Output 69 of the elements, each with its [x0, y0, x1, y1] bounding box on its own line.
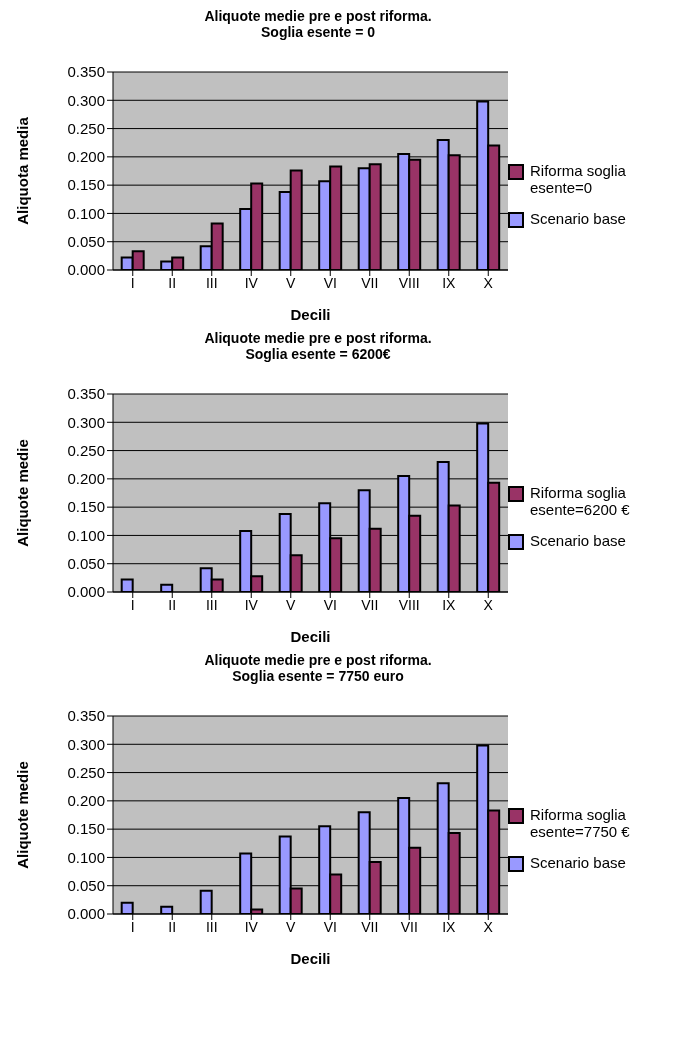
x-axis-title: Decili — [290, 950, 331, 967]
y-tick-label: 0.100 — [67, 204, 105, 222]
legend-label: Scenario base — [530, 532, 626, 549]
x-tick-label: III — [205, 274, 218, 291]
y-tick-label: 0.150 — [67, 820, 105, 838]
x-tick-label: IV — [244, 596, 259, 613]
y-tick-label: 0.000 — [67, 583, 105, 601]
y-tick-label: 0.200 — [67, 792, 105, 810]
y-tick-label: 0.250 — [67, 119, 105, 137]
y-tick-label: 0.300 — [67, 413, 105, 431]
legend-label: Scenario base — [530, 210, 626, 227]
x-tick-label: IV — [244, 918, 259, 935]
legend-label: Riforma soglia esente=7750 € — [530, 806, 631, 840]
x-tick-label: III — [205, 918, 218, 935]
x-tick-label: IX — [442, 596, 457, 613]
y-tick-label: 0.350 — [67, 707, 105, 725]
y-tick-label: 0.100 — [67, 526, 105, 544]
x-tick-label: X — [483, 918, 494, 935]
x-tick-label: VI — [323, 274, 337, 291]
x-tick-label: III — [205, 596, 218, 613]
x-tick-label: VII — [361, 918, 379, 935]
y-tick-label: 0.000 — [67, 905, 105, 923]
legend-label: Riforma soglia esente=6200 € — [530, 484, 631, 518]
chart-title: Aliquote medie pre e post riforma. Soglia esente = 0 — [203, 8, 433, 42]
y-tick-label: 0.050 — [67, 877, 105, 895]
x-tick-label: I — [130, 918, 135, 935]
x-axis-title: Decili — [290, 628, 331, 645]
x-tick-label: VII — [361, 596, 379, 613]
y-axis-title: Aliquote medie — [14, 761, 32, 869]
x-tick-label: I — [130, 596, 135, 613]
y-tick-label: 0.050 — [67, 555, 105, 573]
x-tick-label: II — [168, 274, 177, 291]
legend-label: Riforma soglia esente=0 — [530, 162, 627, 196]
x-tick-label: VI — [323, 596, 337, 613]
x-tick-label: V — [286, 918, 297, 935]
x-tick-label: II — [168, 596, 177, 613]
y-tick-label: 0.300 — [67, 91, 105, 109]
x-tick-label: I — [130, 274, 135, 291]
x-tick-label: V — [286, 274, 297, 291]
legend-label: Scenario base — [530, 854, 626, 871]
x-axis-title: Decili — [290, 306, 331, 323]
x-tick-label: V — [286, 596, 297, 613]
x-tick-label: VI — [323, 918, 337, 935]
y-tick-label: 0.250 — [67, 441, 105, 459]
x-tick-label: VIII — [398, 274, 420, 291]
x-tick-label: IX — [442, 274, 457, 291]
x-tick-label: II — [168, 918, 177, 935]
y-tick-label: 0.050 — [67, 233, 105, 251]
x-tick-label: IX — [442, 918, 457, 935]
x-tick-label: X — [483, 596, 494, 613]
x-tick-label: X — [483, 274, 494, 291]
x-tick-label: VIII — [398, 596, 420, 613]
x-tick-label: VII — [361, 274, 379, 291]
y-tick-label: 0.000 — [67, 261, 105, 279]
chart-title: Aliquote medie pre e post riforma. Soglia esente = 7750 euro — [203, 652, 433, 686]
y-axis-title: Aliquote medie — [14, 439, 32, 547]
y-tick-label: 0.250 — [67, 763, 105, 781]
y-tick-label: 0.350 — [67, 385, 105, 403]
y-tick-label: 0.150 — [67, 498, 105, 516]
y-tick-label: 0.300 — [67, 735, 105, 753]
chart-title: Aliquote medie pre e post riforma. Soglia esente = 6200€ — [203, 330, 433, 364]
y-tick-label: 0.200 — [67, 148, 105, 166]
y-tick-label: 0.350 — [67, 63, 105, 81]
x-tick-label: VII — [400, 918, 418, 935]
y-tick-label: 0.200 — [67, 470, 105, 488]
y-tick-label: 0.100 — [67, 848, 105, 866]
y-tick-label: 0.150 — [67, 176, 105, 194]
y-axis-title: Aliquota media — [14, 116, 32, 225]
x-tick-label: IV — [244, 274, 259, 291]
